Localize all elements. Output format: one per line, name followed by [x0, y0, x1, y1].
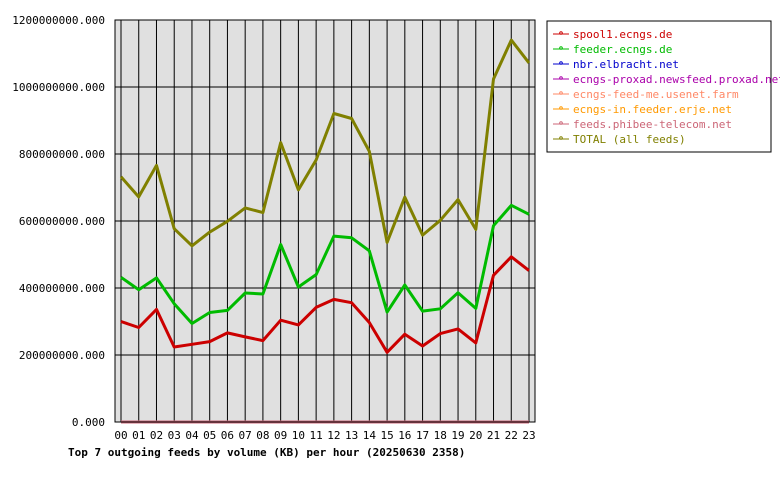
legend-label: ecngs-feed-me.usenet.farm: [573, 88, 739, 101]
legend-label: feeder.ecngs.de: [573, 43, 672, 56]
y-tick-label: 1200000000.000: [12, 14, 105, 27]
x-tick-label: 02: [150, 429, 163, 442]
y-tick-label: 200000000.000: [19, 349, 105, 362]
x-tick-label: 09: [274, 429, 287, 442]
x-tick-label: 10: [292, 429, 305, 442]
y-tick-label: 0.000: [72, 416, 105, 429]
x-tick-label: 16: [398, 429, 411, 442]
x-tick-label: 22: [505, 429, 518, 442]
legend-item: ecngs-proxad.newsfeed.proxad.net: [553, 73, 780, 86]
y-tick-label: 600000000.000: [19, 215, 105, 228]
series-line-7: [119, 38, 531, 248]
legend-swatch-marker: [559, 106, 563, 110]
legend-label: nbr.elbracht.net: [573, 58, 679, 71]
legend-swatch-marker: [559, 46, 563, 50]
x-tick-label: 12: [327, 429, 340, 442]
x-tick-label: 11: [310, 429, 323, 442]
legend-item: nbr.elbracht.net: [553, 58, 679, 71]
x-tick-label: 19: [451, 429, 464, 442]
series-line-1: [120, 203, 530, 325]
legend-item: feeder.ecngs.de: [553, 43, 672, 56]
y-tick-label: 800000000.000: [19, 148, 105, 161]
x-tick-label: 06: [221, 429, 234, 442]
chart-title: Top 7 outgoing feeds by volume (KB) per …: [68, 446, 465, 459]
legend-swatch-marker: [559, 91, 563, 95]
legend-item: feeds.phibee-telecom.net: [553, 118, 732, 131]
x-tick-label: 17: [416, 429, 429, 442]
legend-item: TOTAL (all feeds): [553, 133, 686, 146]
legend-box: [546, 20, 772, 153]
legend-label: ecngs-in.feeder.erje.net: [573, 103, 732, 116]
x-tick-label: 07: [239, 429, 252, 442]
legend-item: ecngs-in.feeder.erje.net: [553, 103, 732, 116]
x-tick-label: 01: [132, 429, 145, 442]
x-tick-label: 03: [168, 429, 181, 442]
x-tick-label: 23: [522, 429, 535, 442]
legend-swatch-marker: [559, 31, 563, 35]
x-tick-label: 05: [203, 429, 216, 442]
plot-frame: [114, 19, 536, 423]
x-axis-tick-labels: 00 01 02 03 04 05 06 07 08 09 10 11 12 13 14 15 16 17 18 19…: [114, 429, 535, 442]
x-tick-label: 08: [256, 429, 269, 442]
legend-swatch-marker: [559, 61, 563, 65]
x-tick-label: 18: [434, 429, 447, 442]
x-tick-label: 00: [114, 429, 127, 442]
x-tick-label: 04: [185, 429, 199, 442]
x-tick-label: 15: [380, 429, 393, 442]
legend-item: ecngs-feed-me.usenet.farm: [553, 88, 739, 101]
x-tick-label: 14: [363, 429, 377, 442]
x-tick-label: 13: [345, 429, 358, 442]
legend-swatch-marker: [559, 76, 563, 80]
legend-item: spool1.ecngs.de: [553, 28, 672, 41]
y-axis-tick-labels: 0.000 200000000.000 400000000.000 600000000…: [12, 14, 105, 429]
legend: spool1.ecngs.de feeder.ecngs.de nbr.elbrac…: [546, 20, 780, 153]
legend-label: ecngs-proxad.newsfeed.proxad.net: [573, 73, 780, 86]
x-tick-label: 20: [469, 429, 482, 442]
series-line-0: [120, 255, 530, 354]
x-tick-label: 21: [487, 429, 500, 442]
legend-label: TOTAL (all feeds): [573, 133, 686, 146]
y-tick-label: 1000000000.000: [12, 81, 105, 94]
legend-swatch-marker: [559, 136, 563, 140]
legend-label: spool1.ecngs.de: [573, 28, 672, 41]
legend-label: feeds.phibee-telecom.net: [573, 118, 732, 131]
legend-swatch-marker: [559, 121, 563, 125]
grid-lines: [115, 19, 535, 423]
y-tick-label: 400000000.000: [19, 282, 105, 295]
